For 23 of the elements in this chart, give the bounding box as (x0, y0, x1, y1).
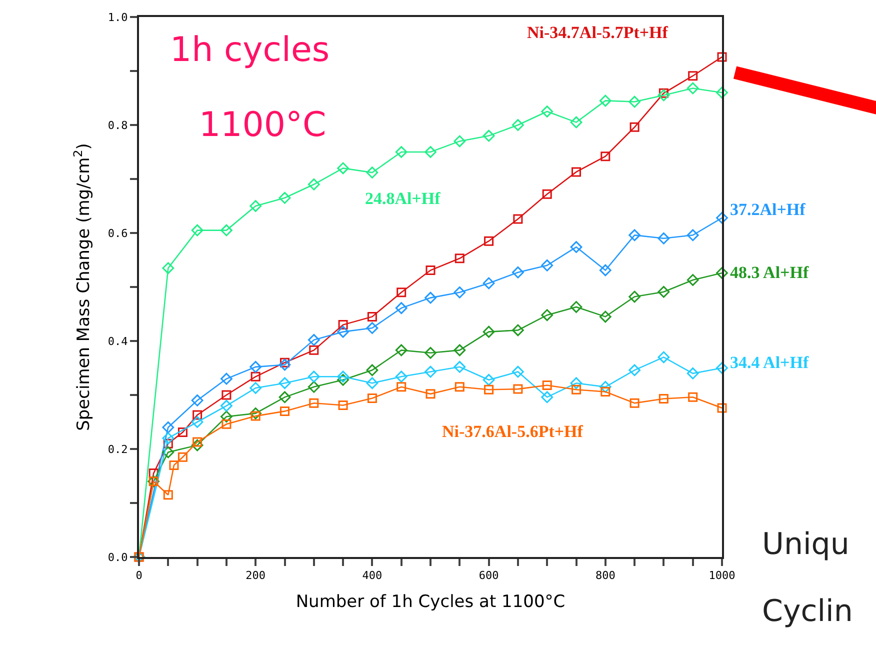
text: Uniqu (762, 527, 850, 562)
y-tick-label: 0.8 (108, 118, 128, 132)
y-tick-label: 0.2 (108, 442, 128, 456)
annotation: 1h cycles (170, 30, 330, 70)
series-label: 37.2Al+Hf (730, 200, 806, 219)
x-tick-label: 600 (478, 569, 499, 582)
text: Ni-34.7Al-5.7Pt+Hf (527, 23, 668, 42)
y-tick-label: 1.0 (108, 10, 128, 24)
x-tick-label: 800 (595, 569, 616, 582)
series-label: 48.3 Al+Hf (730, 263, 809, 282)
y-tick-label: 0.0 (108, 550, 128, 564)
y-tick-label: 0.4 (108, 334, 128, 348)
series-label: Ni-37.6Al-5.6Pt+Hf (442, 422, 584, 441)
x-tick-label: 1000 (708, 569, 736, 582)
x-tick-label: 200 (246, 569, 266, 582)
series-label: 34.4 Al+Hf (730, 353, 809, 372)
x-tick-label: 400 (362, 569, 382, 582)
x-tick-label: 0 (136, 569, 142, 582)
series-label: 24.8Al+Hf (365, 189, 441, 208)
x-axis-title: Number of 1h Cycles at 1100°C (296, 592, 566, 612)
annotation: 1100°C (199, 105, 326, 145)
text: Cyclin (762, 594, 853, 629)
y-tick-label: 0.6 (108, 226, 128, 240)
